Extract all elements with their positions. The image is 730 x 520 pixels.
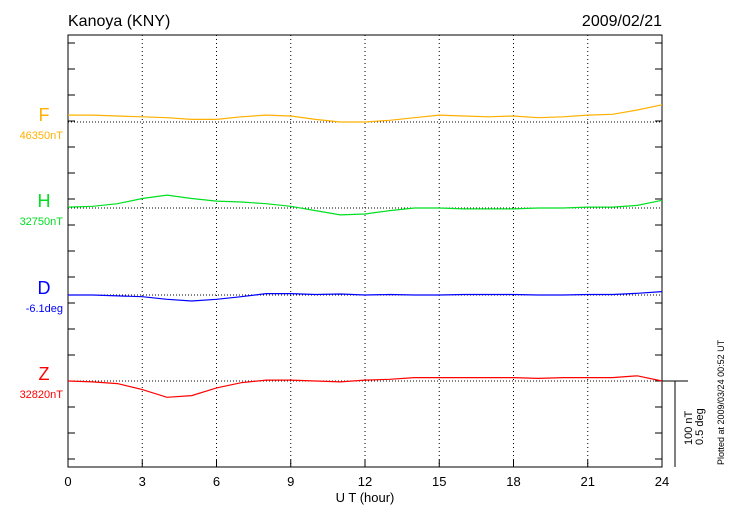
chart-title: Kanoya (KNY) (68, 13, 170, 30)
series-name-D: D (38, 278, 51, 298)
baseline-value-F: 46350nT (20, 130, 64, 142)
plotted-at-note: Plotted at 2009/03/24 00:52 UT (716, 339, 726, 465)
x-tick-label: 18 (506, 474, 520, 489)
x-tick-label: 12 (358, 474, 372, 489)
scale-label-nt: 100 nT (683, 410, 695, 445)
baseline-value-H: 32750nT (20, 216, 64, 228)
baseline-value-Z: 32820nT (20, 389, 64, 401)
x-tick-label: 21 (581, 474, 595, 489)
x-tick-label: 9 (287, 474, 294, 489)
series-name-F: F (39, 105, 50, 125)
chart-date: 2009/02/21 (582, 13, 662, 30)
baseline-value-D: -6.1deg (26, 303, 63, 315)
series-line-H (67, 194, 663, 216)
x-tick-label: 0 (64, 474, 71, 489)
x-tick-label: 3 (139, 474, 146, 489)
series-line-Z (67, 375, 663, 398)
x-tick-label: 24 (655, 474, 669, 489)
x-axis-label: U T (hour) (336, 490, 395, 505)
series-line-F (68, 104, 663, 123)
scale-label-deg: 0.5 deg (694, 408, 706, 445)
x-tick-label: 15 (432, 474, 446, 489)
series-line-D (68, 291, 663, 302)
series-name-H: H (38, 191, 51, 211)
x-tick-label: 6 (213, 474, 220, 489)
series-name-Z: Z (39, 364, 50, 384)
